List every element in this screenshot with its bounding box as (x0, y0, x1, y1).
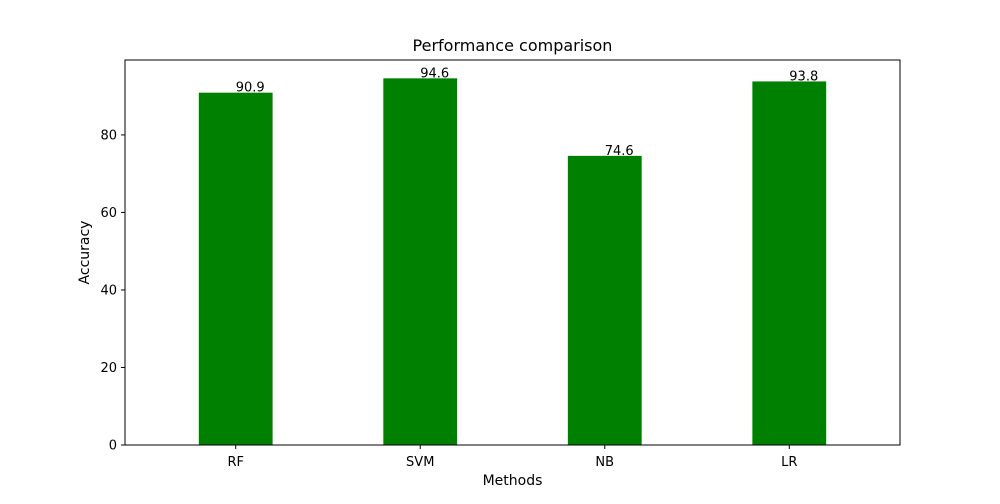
value-label-lr: 93.8 (789, 69, 818, 84)
y-tick-label-60: 60 (100, 206, 117, 221)
bar-rf (198, 92, 273, 446)
value-label-rf: 90.9 (236, 81, 265, 96)
y-tick-label-20: 20 (100, 361, 117, 376)
bars-layer (198, 78, 827, 446)
plot-frame (124, 59, 901, 446)
x-axis-label: Methods (483, 473, 543, 489)
value-labels-layer: 90.9 94.6 74.6 93.8 (236, 66, 819, 159)
y-axis: 0 20 40 60 80 (100, 128, 125, 454)
bar-svm (383, 78, 458, 445)
y-tick-label-0: 0 (109, 439, 117, 454)
x-axis: RF SVM NB LR (227, 445, 797, 470)
x-tick-label-rf: RF (227, 455, 244, 470)
y-tick-label-80: 80 (100, 128, 117, 143)
value-label-svm: 94.6 (420, 66, 449, 81)
y-axis-label: Accuracy (77, 221, 93, 285)
value-label-nb: 74.6 (605, 144, 634, 159)
bar-lr (752, 81, 827, 445)
x-tick-label-lr: LR (781, 455, 797, 470)
x-tick-label-nb: NB (595, 455, 614, 470)
x-tick-label-svm: SVM (406, 455, 434, 470)
bar-nb (567, 155, 642, 445)
chart-title: Performance comparison (413, 36, 613, 55)
y-tick-label-40: 40 (100, 283, 117, 298)
